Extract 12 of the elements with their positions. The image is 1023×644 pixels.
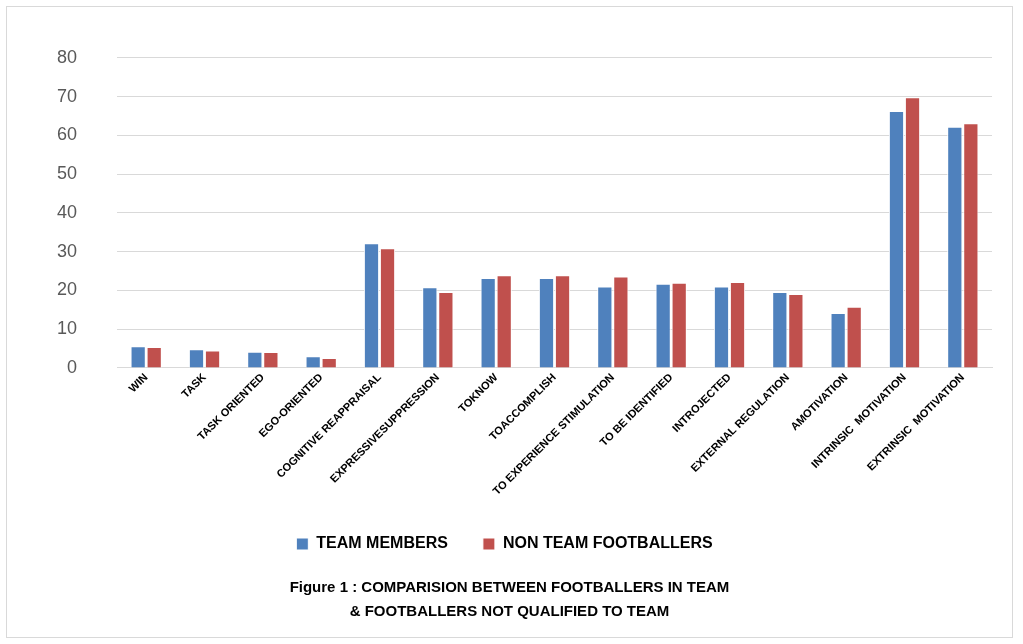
y-tick-label: 50 xyxy=(56,163,78,184)
y-tick-label: 20 xyxy=(56,279,78,300)
y-tick-label: 10 xyxy=(56,318,78,339)
legend-label: TEAM MEMBERS xyxy=(316,534,449,552)
y-tick-label: 60 xyxy=(56,124,78,145)
y-tick-label: 40 xyxy=(56,201,78,222)
legend-label: NON TEAM FOOTBALLERS xyxy=(502,534,713,552)
y-tick-label: 80 xyxy=(56,46,78,67)
y-tick-label: 0 xyxy=(67,356,78,377)
y-tick-label: 70 xyxy=(56,85,78,106)
text: Figure 1 : COMPARISION BETWEEN FOOTBALLERS IN TEAM & FOOTBALLERS NOT QUALIFIED TO TEAM xyxy=(288,577,731,621)
y-tick-label: 30 xyxy=(56,240,78,261)
